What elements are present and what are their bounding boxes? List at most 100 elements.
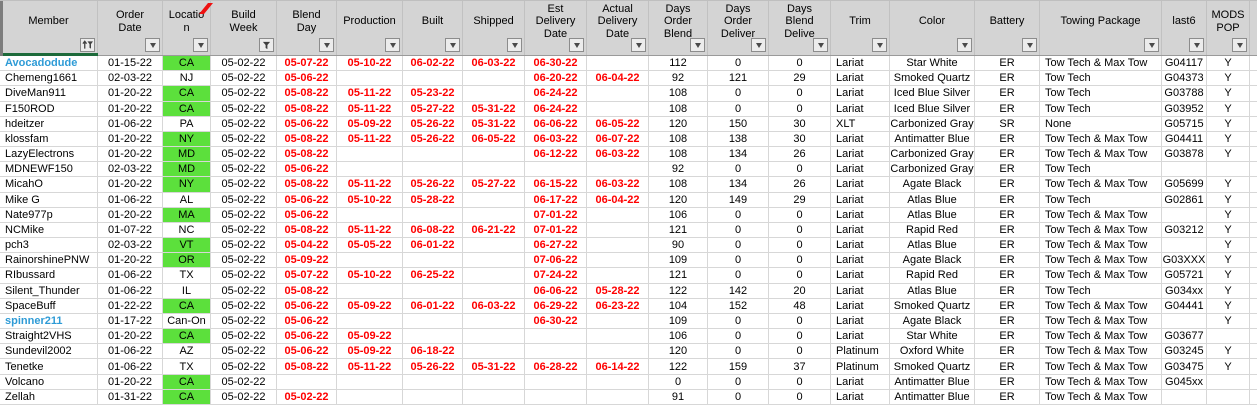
cell-battery[interactable]: ER: [975, 101, 1040, 117]
cell-est_delivery[interactable]: 07-01-22: [525, 222, 587, 239]
cell-blend_day[interactable]: 05-04-22: [277, 238, 337, 254]
cell-color[interactable]: Smoked Quartz: [890, 298, 975, 314]
cell-days_order_deliver[interactable]: 0: [708, 389, 769, 405]
cell-filler[interactable]: [1250, 298, 1257, 314]
cell-order_date[interactable]: 01-31-22: [98, 389, 163, 405]
cell-days_order_deliver[interactable]: 0: [708, 253, 769, 269]
cell-order_date[interactable]: 01-06-22: [98, 192, 163, 208]
cell-actual_delivery[interactable]: [587, 389, 649, 405]
cell-build_week[interactable]: 05-02-22: [211, 253, 277, 269]
cell-build_week[interactable]: 05-02-22: [211, 313, 277, 330]
cell-shipped[interactable]: 05-31-22: [463, 359, 525, 375]
cell-days_blend_deliver[interactable]: 0: [769, 56, 831, 72]
cell-trim[interactable]: Lariat: [831, 101, 890, 117]
cell-est_delivery[interactable]: [525, 329, 587, 345]
cell-filler[interactable]: [1250, 222, 1257, 239]
cell-order_date[interactable]: 01-20-22: [98, 147, 163, 163]
cell-filler[interactable]: [1250, 389, 1257, 405]
cell-mods[interactable]: Y: [1207, 298, 1250, 314]
cell-color[interactable]: Star White: [890, 329, 975, 345]
cell-days_order_blend[interactable]: 106: [649, 329, 708, 345]
cell-towing[interactable]: Tow Tech & Max Tow: [1040, 238, 1162, 254]
cell-location[interactable]: NC: [163, 222, 211, 239]
cell-location[interactable]: MD: [163, 162, 211, 178]
cell-days_blend_deliver[interactable]: 0: [769, 313, 831, 330]
cell-last6[interactable]: G03245: [1162, 344, 1207, 360]
cell-days_order_blend[interactable]: 92: [649, 71, 708, 87]
cell-member[interactable]: spinner211: [0, 313, 98, 330]
cell-location[interactable]: AZ: [163, 344, 211, 360]
cell-days_order_deliver[interactable]: 0: [708, 56, 769, 72]
cell-blend_day[interactable]: 05-08-22: [277, 147, 337, 163]
cell-build_week[interactable]: 05-02-22: [211, 192, 277, 208]
cell-last6[interactable]: G05699: [1162, 177, 1207, 193]
cell-location[interactable]: TX: [163, 359, 211, 375]
cell-production[interactable]: [337, 374, 403, 390]
cell-days_order_deliver[interactable]: 0: [708, 162, 769, 178]
cell-member[interactable]: F150ROD: [0, 101, 98, 117]
cell-built[interactable]: [403, 374, 463, 390]
cell-built[interactable]: [403, 147, 463, 163]
cell-towing[interactable]: Tow Tech & Max Tow: [1040, 56, 1162, 72]
cell-filler[interactable]: [1250, 313, 1257, 330]
cell-battery[interactable]: ER: [975, 313, 1040, 330]
cell-built[interactable]: 06-01-22: [403, 238, 463, 254]
cell-build_week[interactable]: 05-02-22: [211, 56, 277, 72]
cell-member[interactable]: LazyElectrons: [0, 147, 98, 163]
cell-shipped[interactable]: 06-03-22: [463, 56, 525, 72]
filter-button-order_date[interactable]: [145, 38, 160, 52]
cell-build_week[interactable]: 05-02-22: [211, 374, 277, 390]
cell-built[interactable]: [403, 253, 463, 269]
cell-build_week[interactable]: 05-02-22: [211, 71, 277, 87]
cell-est_delivery[interactable]: 06-30-22: [525, 313, 587, 330]
cell-color[interactable]: Carbonized Gray: [890, 147, 975, 163]
cell-battery[interactable]: SR: [975, 116, 1040, 132]
filter-button-member-sort-icon[interactable]: [80, 38, 95, 52]
cell-days_blend_deliver[interactable]: 30: [769, 116, 831, 132]
cell-actual_delivery[interactable]: [587, 86, 649, 102]
cell-last6[interactable]: G03788: [1162, 86, 1207, 102]
cell-color[interactable]: Antimatter Blue: [890, 131, 975, 148]
cell-days_order_blend[interactable]: 91: [649, 389, 708, 405]
cell-built[interactable]: 05-26-22: [403, 116, 463, 132]
cell-days_order_deliver[interactable]: 0: [708, 238, 769, 254]
cell-production[interactable]: 05-11-22: [337, 86, 403, 102]
cell-battery[interactable]: ER: [975, 192, 1040, 208]
cell-shipped[interactable]: 06-03-22: [463, 298, 525, 314]
cell-est_delivery[interactable]: 06-27-22: [525, 238, 587, 254]
cell-location[interactable]: CA: [163, 101, 211, 117]
cell-order_date[interactable]: 02-03-22: [98, 162, 163, 178]
cell-last6[interactable]: [1162, 238, 1207, 254]
cell-member[interactable]: hdeitzer: [0, 116, 98, 132]
cell-last6[interactable]: G03212: [1162, 222, 1207, 239]
cell-built[interactable]: 05-26-22: [403, 177, 463, 193]
cell-days_blend_deliver[interactable]: 30: [769, 131, 831, 148]
cell-production[interactable]: 05-05-22: [337, 238, 403, 254]
cell-color[interactable]: Agate Black: [890, 253, 975, 269]
cell-actual_delivery[interactable]: [587, 101, 649, 117]
cell-shipped[interactable]: [463, 374, 525, 390]
cell-order_date[interactable]: 01-20-22: [98, 101, 163, 117]
cell-production[interactable]: [337, 207, 403, 223]
cell-mods[interactable]: Y: [1207, 344, 1250, 360]
cell-member[interactable]: NCMike: [0, 222, 98, 239]
cell-trim[interactable]: Lariat: [831, 238, 890, 254]
cell-days_blend_deliver[interactable]: 29: [769, 71, 831, 87]
cell-build_week[interactable]: 05-02-22: [211, 101, 277, 117]
cell-actual_delivery[interactable]: 06-14-22: [587, 359, 649, 375]
cell-location[interactable]: NY: [163, 177, 211, 193]
cell-built[interactable]: [403, 207, 463, 223]
cell-last6[interactable]: G05715: [1162, 116, 1207, 132]
cell-member[interactable]: Nate977p: [0, 207, 98, 223]
cell-member[interactable]: MicahO: [0, 177, 98, 193]
cell-production[interactable]: [337, 389, 403, 405]
column-header-color[interactable]: Color: [890, 1, 975, 55]
cell-towing[interactable]: Tow Tech: [1040, 283, 1162, 299]
filter-button-days_blend_deliver[interactable]: [813, 38, 828, 52]
cell-shipped[interactable]: [463, 86, 525, 102]
cell-production[interactable]: 05-09-22: [337, 329, 403, 345]
cell-order_date[interactable]: 01-22-22: [98, 298, 163, 314]
cell-last6[interactable]: [1162, 313, 1207, 330]
cell-location[interactable]: TX: [163, 268, 211, 284]
cell-blend_day[interactable]: 05-06-22: [277, 116, 337, 132]
